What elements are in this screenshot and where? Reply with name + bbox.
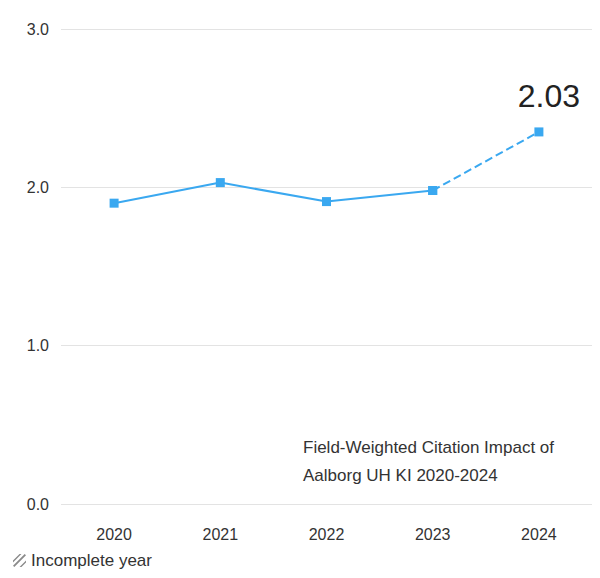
svg-text:2022: 2022	[309, 526, 345, 543]
svg-text:2.03: 2.03	[518, 78, 580, 114]
svg-text:Aalborg UH KI 2020-2024: Aalborg UH KI 2020-2024	[303, 466, 498, 485]
svg-text:2.0: 2.0	[27, 179, 49, 196]
svg-text:2021: 2021	[203, 526, 239, 543]
svg-text:0.0: 0.0	[27, 496, 49, 513]
svg-text:2024: 2024	[521, 526, 557, 543]
svg-text:Field-Weighted Citation Impact: Field-Weighted Citation Impact of	[303, 438, 554, 457]
svg-text:2020: 2020	[96, 526, 132, 543]
svg-text:Incomplete year: Incomplete year	[31, 551, 152, 570]
svg-text:1.0: 1.0	[27, 337, 49, 354]
svg-text:3.0: 3.0	[27, 21, 49, 38]
svg-text:2023: 2023	[415, 526, 451, 543]
